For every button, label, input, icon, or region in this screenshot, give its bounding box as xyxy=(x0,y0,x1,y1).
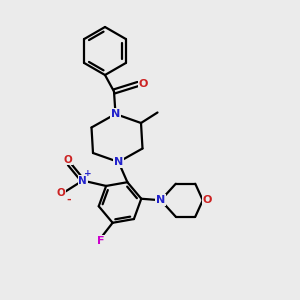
Text: N: N xyxy=(111,109,120,119)
Text: F: F xyxy=(97,236,104,246)
Text: O: O xyxy=(139,79,148,89)
Text: N: N xyxy=(156,195,165,205)
Text: N: N xyxy=(114,157,123,167)
Text: O: O xyxy=(57,188,65,199)
Text: -: - xyxy=(66,194,70,205)
Text: N: N xyxy=(78,176,87,186)
Text: O: O xyxy=(63,154,72,165)
Text: O: O xyxy=(202,195,212,205)
Text: +: + xyxy=(84,169,92,178)
